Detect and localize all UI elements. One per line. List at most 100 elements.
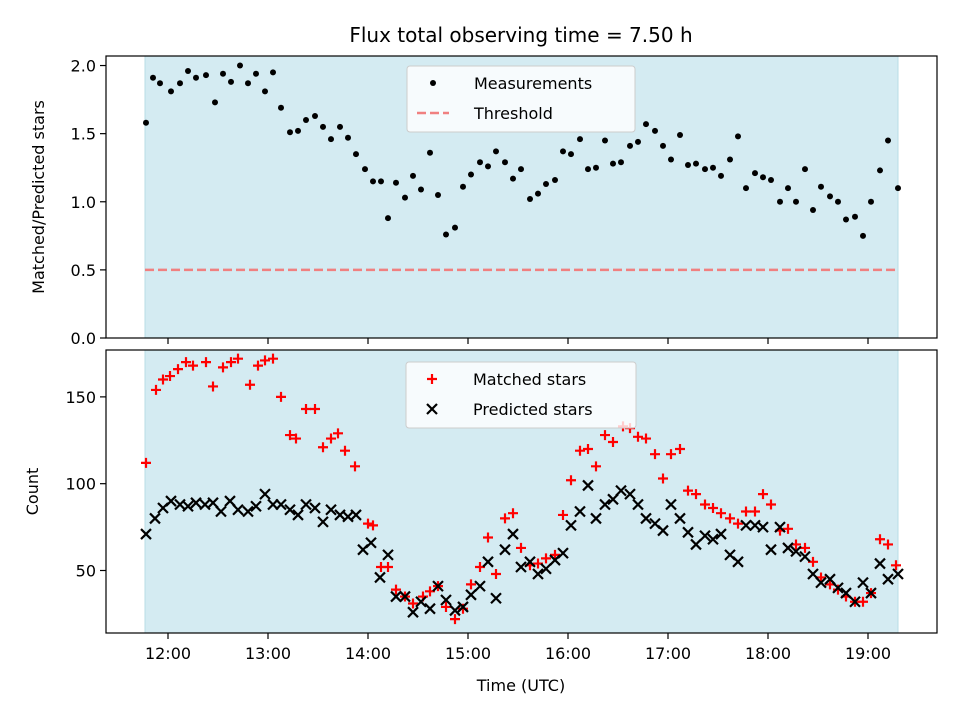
data-point: [740, 519, 752, 532]
data-point: [641, 433, 651, 444]
data-point: [643, 121, 649, 128]
data-point: [499, 543, 511, 556]
data-point: [295, 127, 301, 134]
data-point: [557, 547, 569, 559]
data-point: [212, 99, 218, 106]
data-point: [287, 129, 293, 136]
data-point: [707, 533, 719, 546]
data-point: [149, 512, 161, 525]
data-point: [270, 69, 276, 76]
data-point: [291, 433, 301, 444]
data-point: [310, 404, 320, 415]
data-point: [895, 185, 901, 192]
legend: Matched stars Predicted stars: [405, 361, 637, 429]
data-point: [802, 166, 808, 173]
data-point: [700, 499, 710, 510]
data-point: [818, 183, 824, 190]
data-point: [875, 534, 885, 545]
data-point: [552, 176, 558, 183]
data-point: [418, 186, 424, 193]
data-point: [683, 485, 693, 496]
data-point: [485, 163, 491, 170]
data-point: [708, 502, 718, 513]
data-point: [566, 475, 576, 486]
data-point: [750, 506, 760, 517]
legend-box: [406, 65, 636, 133]
data-point: [399, 590, 411, 603]
data-point: [193, 74, 199, 81]
data-point: [292, 509, 304, 521]
data-point: [733, 518, 743, 529]
data-point: [482, 556, 494, 568]
data-point: [710, 164, 716, 171]
data-point: [303, 117, 309, 124]
data-point: [326, 433, 336, 444]
data-point: [860, 232, 866, 239]
x-tick-label: 16:00: [545, 644, 591, 663]
data-point: [407, 606, 419, 618]
data-point: [415, 595, 427, 608]
data-point: [432, 580, 444, 592]
data-point: [585, 166, 591, 173]
data-point: [173, 364, 183, 375]
y-tick-label: 0.5: [71, 261, 96, 280]
data-point: [215, 505, 227, 518]
data-point: [607, 493, 619, 506]
data-point: [408, 598, 418, 609]
data-point: [624, 488, 636, 500]
data-point: [635, 138, 641, 145]
data-point: [877, 167, 883, 174]
x-axis-title: Time (UTC): [476, 676, 565, 695]
data-point: [441, 601, 451, 612]
data-point: [510, 175, 516, 182]
data-point: [760, 174, 766, 181]
data-point: [743, 185, 749, 192]
y-tick-label: 0.0: [71, 329, 96, 348]
data-point: [799, 550, 811, 563]
data-point: [516, 542, 526, 553]
count-panel: 50 100 150 12:00 13:00 14:00 15:00 16:00 17:00 18…: [23, 349, 938, 663]
data-point: [378, 178, 384, 185]
data-point: [203, 72, 209, 79]
data-point: [868, 198, 874, 205]
data-point: [527, 196, 533, 203]
data-point: [718, 172, 724, 179]
data-point: [852, 213, 858, 220]
x-tick-label: 14:00: [345, 644, 391, 663]
data-point: [220, 70, 226, 77]
data-point: [393, 179, 399, 186]
data-point: [883, 539, 893, 550]
data-point: [268, 353, 278, 364]
data-point: [260, 355, 270, 366]
data-point: [765, 543, 777, 556]
data-point: [574, 505, 586, 518]
data-point: [141, 457, 151, 468]
data-point: [382, 549, 394, 561]
data-point: [793, 198, 799, 205]
data-point: [365, 536, 377, 549]
data-point: [815, 576, 827, 589]
data-point: [374, 571, 386, 584]
data-point: [599, 498, 611, 511]
data-point: [652, 127, 658, 134]
data-point: [800, 542, 810, 553]
data-point: [318, 442, 328, 453]
data-point: [565, 519, 577, 532]
data-point: [691, 489, 701, 500]
data-point: [618, 159, 624, 166]
x-tick-label: 12:00: [145, 644, 191, 663]
data-point: [345, 134, 351, 141]
data-point: [450, 614, 460, 625]
data-point: [865, 587, 877, 599]
data-point: [515, 561, 527, 573]
data-point: [532, 568, 544, 580]
data-point: [540, 562, 552, 575]
data-point: [627, 142, 633, 149]
data-point: [466, 579, 476, 590]
data-point: [350, 461, 360, 472]
data-point: [602, 137, 608, 144]
data-point: [465, 589, 477, 601]
data-point: [843, 216, 849, 223]
data-point: [150, 74, 156, 81]
